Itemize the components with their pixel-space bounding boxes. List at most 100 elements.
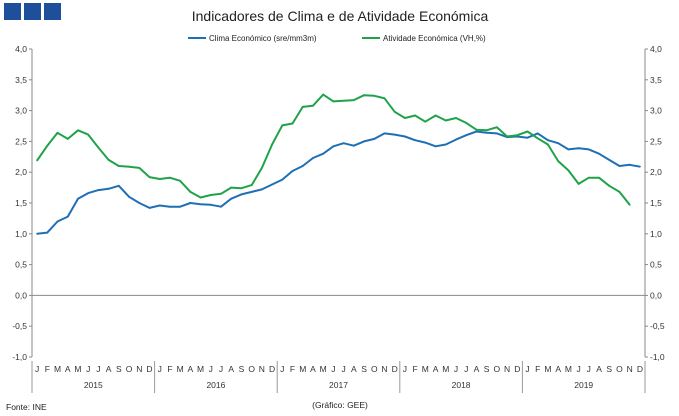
data-point-clima: [301, 165, 304, 167]
data-point-atividade: [598, 176, 600, 179]
data-point-atividade: [240, 187, 243, 190]
month-tick-label: M: [54, 364, 61, 374]
data-point-clima: [383, 132, 386, 135]
data-point-clima: [87, 192, 90, 195]
data-point-atividade: [97, 146, 100, 149]
data-point-atividade: [322, 93, 325, 96]
month-tick-label: S: [606, 364, 612, 374]
data-point-atividade: [107, 158, 110, 161]
data-point-atividade: [179, 179, 182, 182]
data-point-atividade: [312, 104, 314, 107]
series-group: [36, 93, 641, 235]
data-point-atividade: [66, 138, 69, 140]
series-line-clima: [36, 130, 641, 235]
source-note: Fonte: INE: [6, 402, 47, 412]
data-point-atividade: [352, 99, 355, 102]
month-tick-label: J: [86, 364, 90, 374]
data-point-atividade: [455, 117, 457, 119]
y-tick-label-right: 0,5: [650, 260, 662, 270]
data-point-clima: [56, 220, 59, 223]
data-point-atividade: [199, 196, 202, 199]
month-tick-label: O: [616, 364, 623, 374]
data-point-atividade: [393, 110, 396, 113]
data-point-atividade: [138, 166, 141, 169]
y-tick-label-right: 1,0: [650, 229, 662, 239]
month-tick-label: F: [535, 364, 540, 374]
data-point-atividade: [567, 169, 570, 172]
month-tick-label: M: [422, 364, 429, 374]
data-point-clima: [97, 189, 100, 191]
data-point-clima: [199, 203, 202, 206]
month-tick-label: A: [596, 364, 602, 374]
data-point-clima: [36, 232, 39, 235]
data-point-atividade: [77, 129, 79, 132]
data-point-clima: [342, 142, 345, 145]
data-point-atividade: [557, 160, 560, 163]
month-tick-label: S: [361, 364, 367, 374]
month-tick-label: J: [158, 364, 162, 374]
data-point-atividade: [485, 129, 488, 132]
chart-title: Indicadores de Clima e de Atividade Econ…: [192, 8, 489, 24]
data-point-clima: [608, 158, 611, 161]
data-point-atividade: [608, 184, 611, 187]
y-tick-label-left: 0,0: [15, 290, 27, 300]
data-point-atividade: [46, 144, 49, 147]
month-tick-label: N: [136, 364, 142, 374]
month-tick-label: O: [494, 364, 501, 374]
data-point-atividade: [301, 106, 304, 108]
month-tick-label: J: [587, 364, 591, 374]
data-point-atividade: [587, 176, 590, 179]
month-tick-label: M: [74, 364, 81, 374]
data-point-atividade: [169, 176, 171, 179]
data-point-clima: [638, 165, 641, 168]
data-point-atividade: [383, 97, 386, 100]
month-tick-label: N: [504, 364, 510, 374]
data-point-clima: [628, 163, 631, 166]
data-point-atividade: [250, 184, 253, 187]
year-label: 2017: [329, 380, 348, 390]
data-point-atividade: [271, 143, 273, 146]
data-point-atividade: [424, 120, 427, 123]
y-tick-label-right: -1,0: [650, 352, 665, 362]
data-point-atividade: [36, 159, 39, 162]
month-tick-label: J: [209, 364, 213, 374]
month-tick-label: D: [269, 364, 275, 374]
data-point-clima: [363, 140, 365, 143]
month-tick-label: A: [474, 364, 480, 374]
y-tick-label-right: 3,0: [650, 106, 662, 116]
data-point-atividade: [495, 126, 498, 129]
data-point-clima: [352, 144, 355, 147]
y-tick-label-left: 3,0: [15, 106, 27, 116]
data-point-clima: [424, 141, 427, 144]
y-tick-label-left: 3,5: [15, 75, 27, 85]
y-tick-label-left: 0,5: [15, 260, 27, 270]
data-point-clima: [485, 131, 488, 134]
y-tick-label-left: 4,0: [15, 44, 27, 54]
month-tick-label: J: [464, 364, 468, 374]
month-tick-label: M: [177, 364, 184, 374]
year-label: 2018: [452, 380, 471, 390]
data-point-atividade: [281, 124, 284, 127]
month-tick-label: J: [331, 364, 335, 374]
data-point-atividade: [618, 191, 621, 193]
data-point-atividade: [117, 165, 120, 167]
data-point-clima: [587, 148, 590, 151]
data-point-clima: [250, 191, 253, 193]
data-point-clima: [46, 231, 49, 234]
data-point-clima: [598, 152, 600, 155]
data-point-atividade: [628, 203, 631, 206]
month-tick-label: O: [126, 364, 133, 374]
year-label: 2019: [574, 380, 593, 390]
data-point-atividade: [87, 133, 90, 136]
data-point-atividade: [363, 94, 365, 97]
month-tick-label: J: [280, 364, 284, 374]
y-tick-label-right: 3,5: [650, 75, 662, 85]
month-tick-label: M: [442, 364, 449, 374]
y-tick-label-right: 2,5: [650, 136, 662, 146]
month-tick-label: O: [371, 364, 378, 374]
month-tick-label: J: [341, 364, 345, 374]
data-point-clima: [209, 203, 212, 206]
month-tick-label: N: [627, 364, 633, 374]
data-point-atividade: [506, 135, 508, 138]
month-tick-label: J: [454, 364, 458, 374]
